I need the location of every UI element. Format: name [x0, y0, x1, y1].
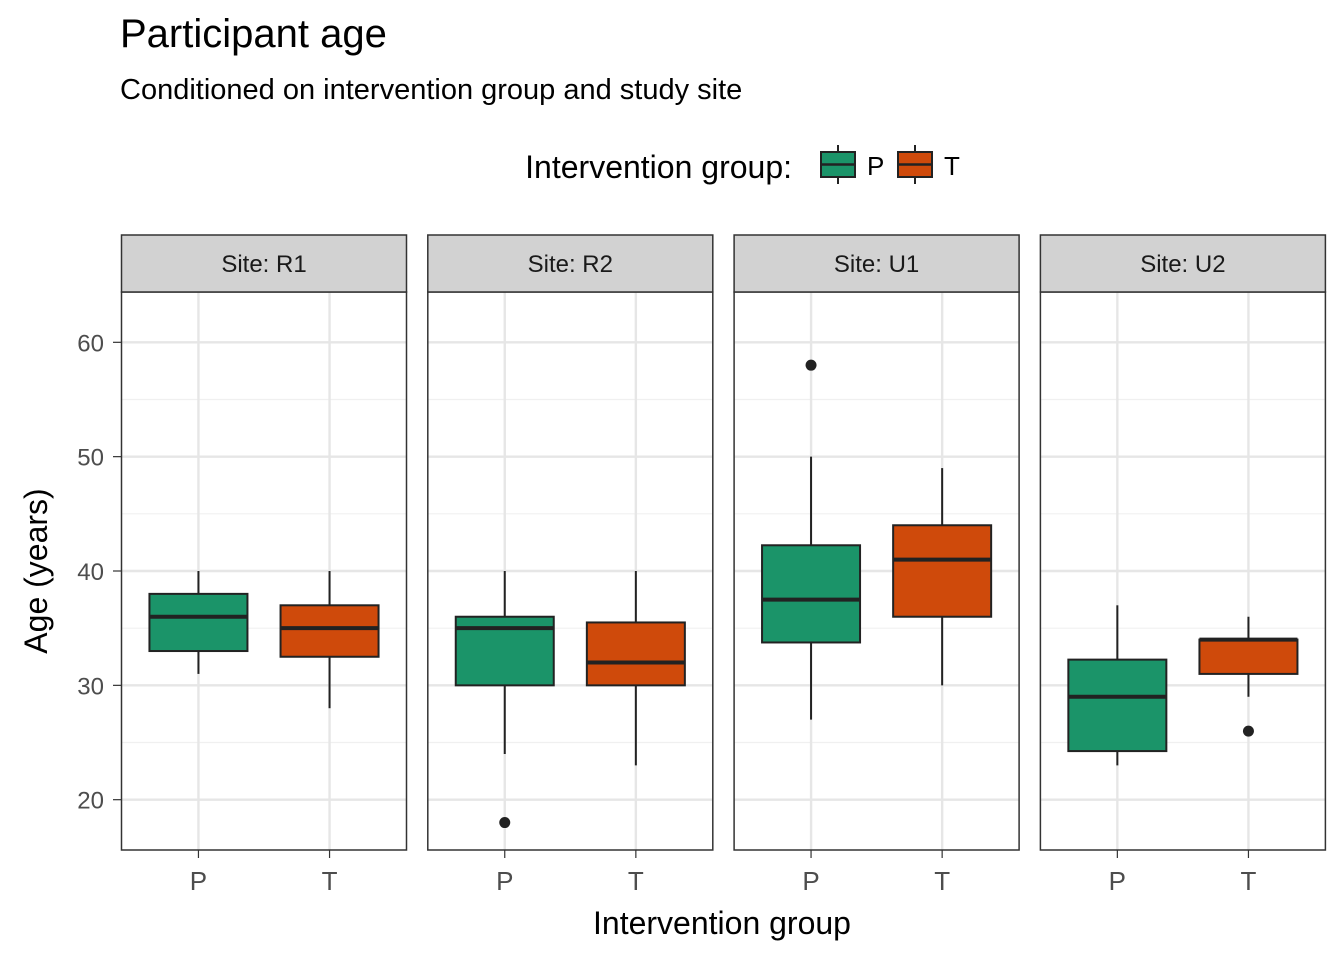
facet-strip-label: Site: U1: [834, 251, 919, 278]
x-tick-label: P: [1109, 866, 1126, 896]
box-p: [148, 571, 249, 674]
facet-strip-label: Site: U2: [1140, 251, 1225, 278]
legend-label: T: [944, 151, 960, 181]
facet-strip-label: Site: R2: [528, 251, 613, 278]
y-axis-title: Age (years): [18, 488, 54, 653]
legend-title: Intervention group:: [525, 149, 792, 185]
facet-strip-label: Site: R1: [221, 251, 306, 278]
box-p: [1067, 605, 1168, 766]
legend-key-p: P: [820, 145, 884, 184]
box-t: [279, 571, 380, 709]
legend: Intervention group: P T: [525, 145, 960, 185]
x-tick-label: P: [802, 866, 819, 896]
box-iqr: [585, 621, 686, 687]
x-tick-label: T: [934, 866, 950, 896]
box-iqr: [1067, 658, 1168, 753]
x-tick-label: T: [1241, 866, 1257, 896]
y-tick-label: 20: [77, 788, 104, 815]
facet-strip: [1039, 234, 1327, 293]
facet-strip: [427, 234, 714, 293]
box-iqr: [892, 524, 993, 618]
outlier-point: [499, 817, 511, 829]
box-iqr: [148, 592, 249, 653]
facet-panel: Site: U2 P T: [1039, 234, 1327, 896]
box-t: [1198, 616, 1299, 737]
x-tick-label: P: [496, 866, 513, 896]
y-tick-label: 40: [77, 559, 104, 586]
box-iqr: [1198, 638, 1299, 675]
chart-subtitle: Conditioned on intervention group and st…: [120, 74, 743, 106]
facet-strip: [120, 234, 408, 293]
box-p: [454, 571, 555, 829]
chart-title: Participant age: [120, 12, 387, 56]
box-iqr: [761, 544, 862, 644]
box-t: [585, 571, 686, 766]
x-axis-title: Intervention group: [593, 905, 851, 941]
outlier-point: [805, 359, 817, 371]
x-tick-label: T: [628, 866, 644, 896]
legend-key-t: T: [897, 145, 960, 184]
facet-strip: [733, 234, 1020, 293]
box-iqr: [279, 604, 380, 658]
legend-label: P: [867, 151, 884, 181]
outlier-point: [1242, 725, 1254, 737]
y-tick-label: 60: [77, 330, 104, 357]
facet-panel: Site: R1 P T: [120, 234, 408, 896]
box-t: [892, 468, 993, 686]
x-tick-label: T: [322, 866, 338, 896]
facet-panel: Site: R2 P T: [427, 234, 714, 896]
y-tick-label: 30: [77, 673, 104, 700]
box-p: [761, 359, 862, 720]
y-tick-label: 50: [77, 445, 104, 472]
facet-panel: Site: U1 P T: [733, 234, 1020, 896]
x-tick-label: P: [190, 866, 207, 896]
